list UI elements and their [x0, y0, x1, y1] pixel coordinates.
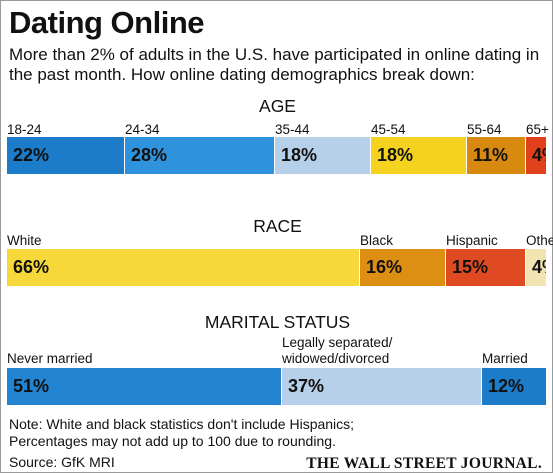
age-bar-segment: 4%	[526, 137, 547, 174]
age-category-label: 24-34	[125, 122, 160, 137]
chart-subtitle: More than 2% of adults in the U.S. have …	[9, 45, 540, 84]
race-category-label: Other	[526, 233, 553, 248]
race-bar-segment: 15%	[446, 249, 526, 286]
age-value-label: 28%	[131, 145, 168, 165]
marital-status-bar-segment: 51%	[7, 368, 282, 405]
age-category-label: 65+	[526, 122, 549, 137]
age-category-label: 18-24	[7, 122, 42, 137]
race-value-label: 4%	[532, 257, 546, 277]
age-value-label: 18%	[377, 145, 414, 165]
source-credit: Source: GfK MRI	[9, 454, 115, 470]
race-value-label: 15%	[452, 257, 489, 277]
footnote-line: Note: White and black statistics don't i…	[9, 416, 355, 432]
footnote: Note: White and black statistics don't i…	[9, 416, 354, 450]
age-bar-segment: 18%	[275, 137, 371, 174]
race-section-title: RACE	[253, 216, 302, 236]
age-value-label: 18%	[281, 145, 318, 165]
marital-status-category-label: Never married	[7, 351, 93, 366]
marital-status-bar-segment: 37%	[282, 368, 482, 405]
race-bar-segment: 4%	[526, 249, 547, 286]
age-bar-segment: 11%	[467, 137, 526, 174]
age-value-label: 22%	[13, 145, 50, 165]
race-category-label: Hispanic	[446, 233, 498, 248]
age-value-label: 11%	[473, 145, 509, 165]
race-category-label: Black	[360, 233, 394, 248]
age-value-label: 4%	[532, 145, 546, 165]
publisher-logo: THE WALL STREET JOURNAL.	[306, 455, 542, 472]
marital-status-value-label: 51%	[13, 376, 50, 396]
age-section-title: AGE	[259, 96, 296, 116]
marital-status-bar-segment: 12%	[482, 368, 547, 405]
race-value-label: 16%	[366, 257, 403, 277]
race-bar-segment: 16%	[360, 249, 446, 286]
marital-status-category-label: Married	[482, 351, 528, 366]
race-bar-segment: 66%	[7, 249, 360, 286]
age-category-label: 45-54	[371, 122, 406, 137]
age-category-label: 35-44	[275, 122, 310, 137]
age-bar-segment: 18%	[371, 137, 467, 174]
footnote-line: Percentages may not add up to 100 due to…	[9, 433, 336, 449]
age-bar-segment: 22%	[7, 137, 125, 174]
race-category-label: White	[7, 233, 42, 248]
marital-status-category-label: Legally separated/widowed/divorced	[282, 335, 393, 366]
marital-status-value-label: 12%	[488, 376, 525, 396]
marital-status-value-label: 37%	[288, 376, 325, 396]
marital-status-section-title: MARITAL STATUS	[204, 312, 351, 332]
race-value-label: 66%	[13, 257, 50, 277]
age-bar-segment: 28%	[125, 137, 275, 174]
age-category-label: 55-64	[467, 122, 502, 137]
chart-title: Dating Online	[9, 5, 205, 40]
